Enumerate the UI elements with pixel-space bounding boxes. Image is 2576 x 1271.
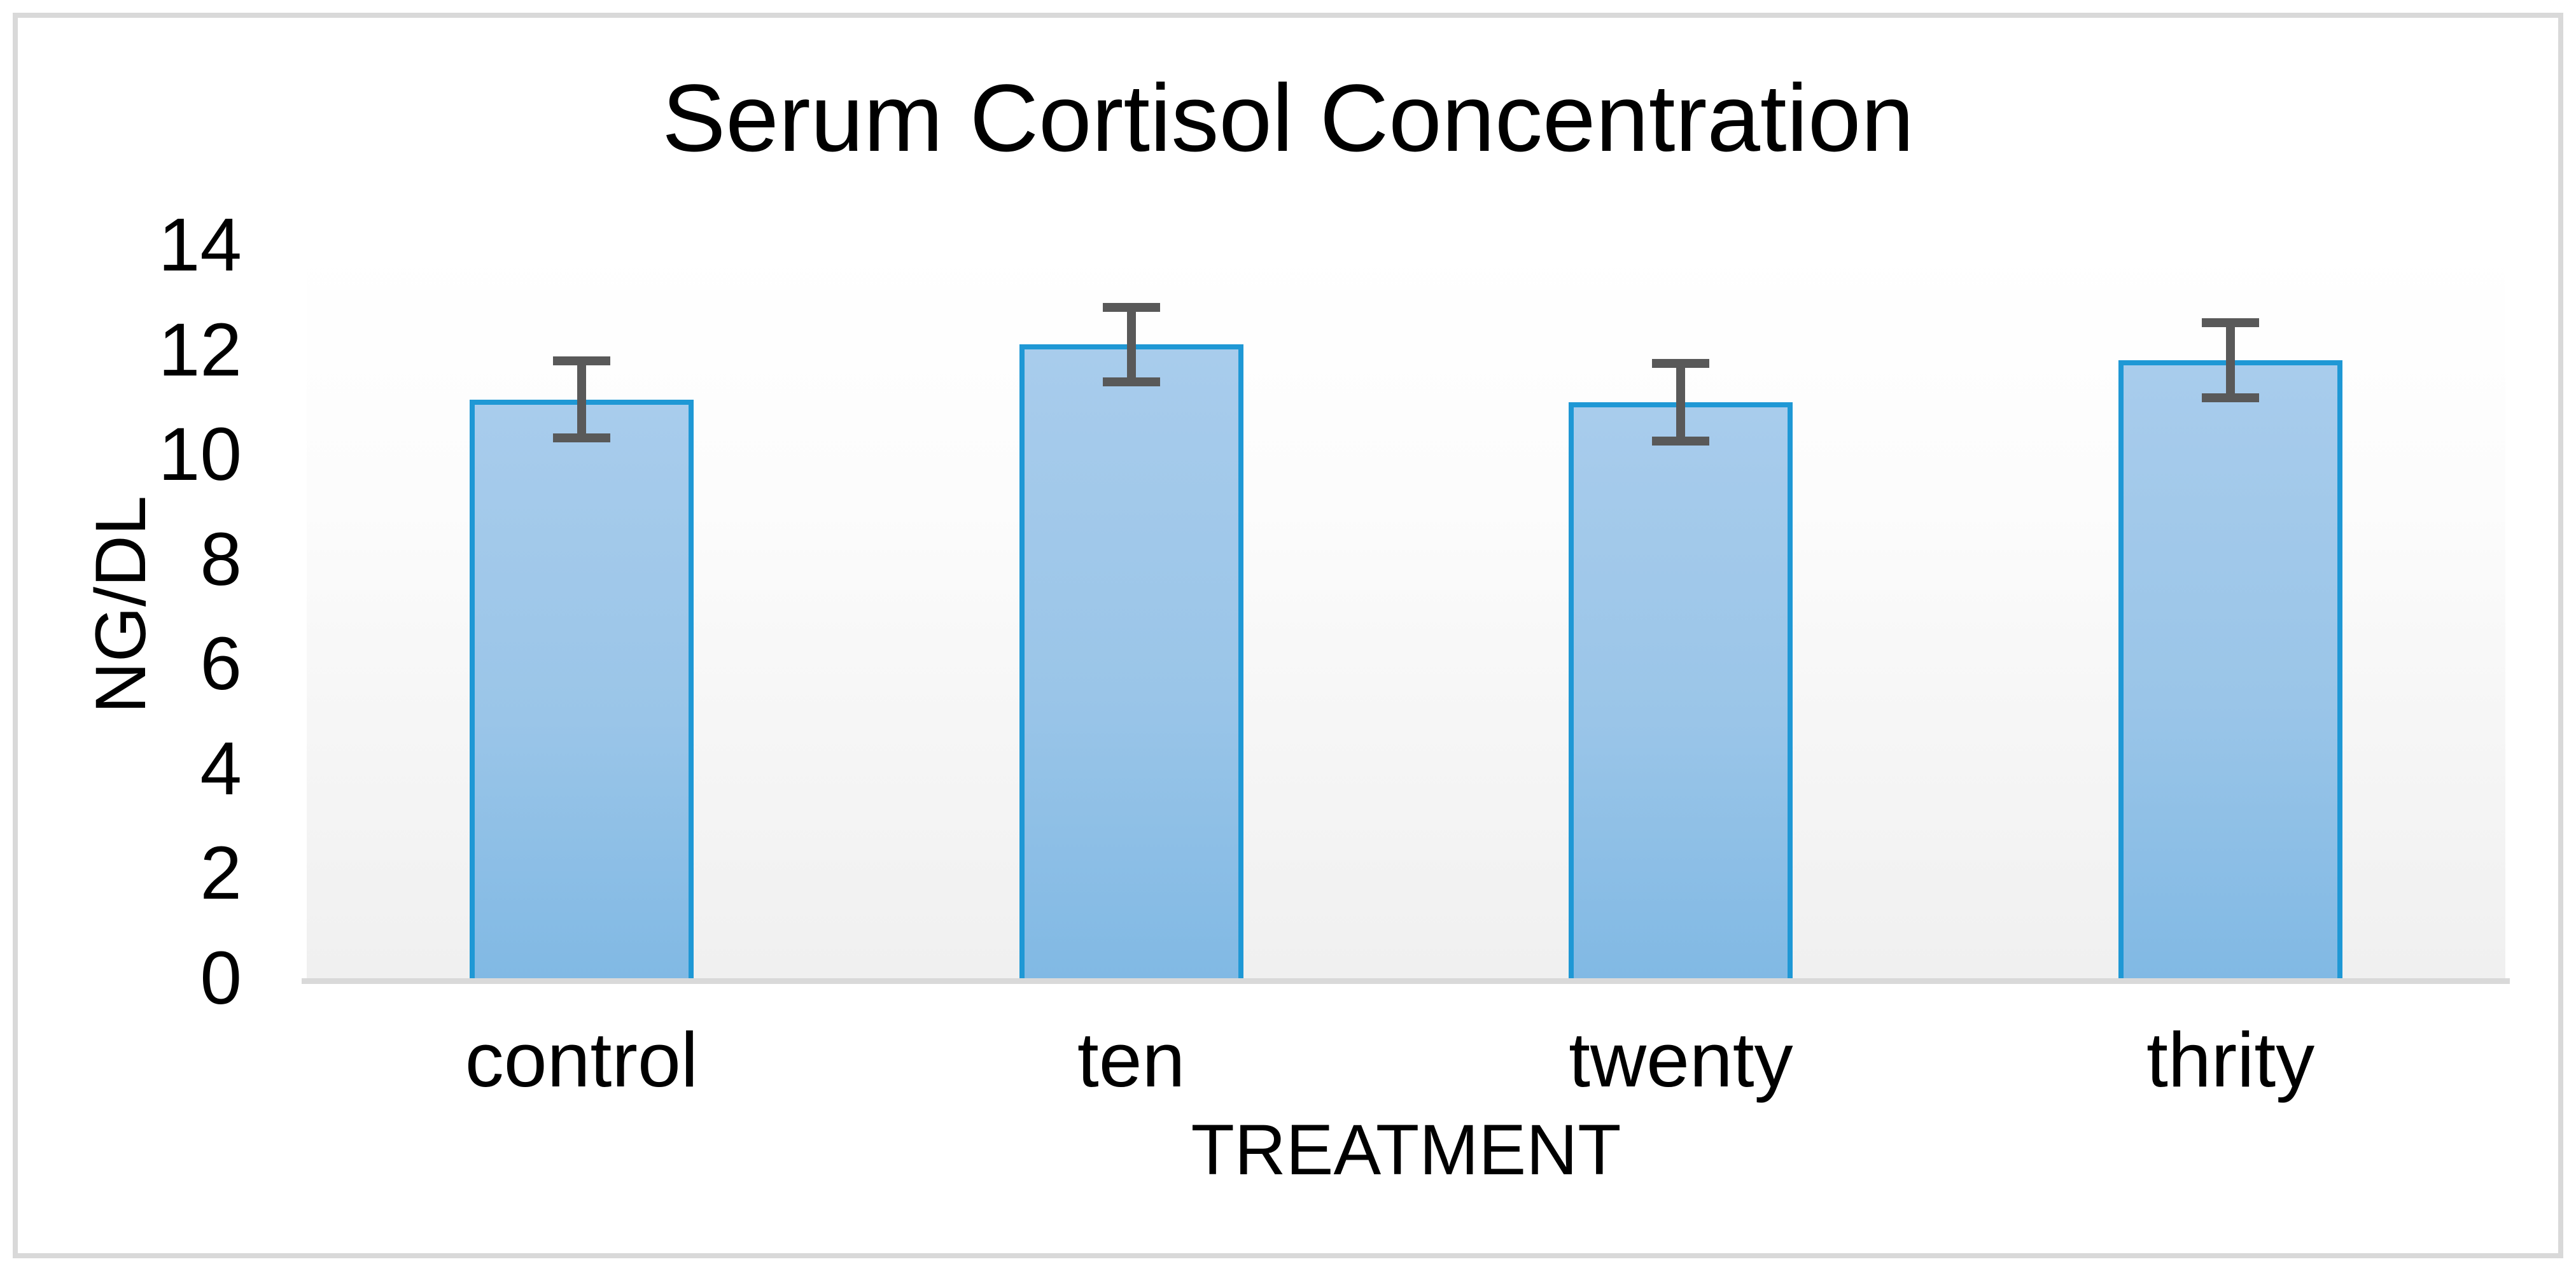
y-axis-tick-label: 10 bbox=[158, 412, 242, 497]
x-axis-category-label-twenty: twenty bbox=[1569, 1016, 1793, 1103]
y-axis-tick-label: 6 bbox=[200, 622, 242, 706]
error-cap-bottom-thrity bbox=[2202, 393, 2260, 402]
y-axis-tick-label: 12 bbox=[158, 307, 242, 392]
y-axis-tick-label: 8 bbox=[200, 517, 242, 601]
error-cap-top-ten bbox=[1102, 302, 1160, 312]
x-axis-line bbox=[302, 978, 2510, 984]
bar-control bbox=[469, 399, 694, 978]
x-axis-category-label-control: control bbox=[465, 1016, 698, 1103]
y-axis-tick-label: 2 bbox=[200, 831, 242, 916]
error-bar-twenty bbox=[1676, 358, 1686, 446]
error-cap-bottom-ten bbox=[1102, 377, 1160, 387]
error-cap-top-twenty bbox=[1652, 358, 1710, 368]
y-axis-tick-label: 14 bbox=[158, 203, 242, 287]
error-bar-ten bbox=[1126, 302, 1136, 387]
error-bar-control bbox=[577, 356, 586, 443]
x-axis-category-label-ten: ten bbox=[1077, 1016, 1186, 1103]
bar-ten bbox=[1019, 344, 1243, 978]
x-axis-title: TREATMENT bbox=[1191, 1110, 1621, 1190]
error-bar-thrity bbox=[2226, 318, 2236, 402]
error-cap-bottom-control bbox=[552, 433, 610, 443]
x-axis-category-label-thrity: thrity bbox=[2146, 1016, 2315, 1103]
error-cap-bottom-twenty bbox=[1652, 437, 1710, 446]
chart-title: Serum Cortisol Concentration bbox=[662, 64, 1914, 171]
y-axis-tick-label: 4 bbox=[200, 726, 242, 811]
error-cap-top-control bbox=[552, 356, 610, 366]
error-cap-top-thrity bbox=[2202, 318, 2260, 328]
bar-twenty bbox=[1569, 402, 1793, 978]
bar-thrity bbox=[2118, 360, 2343, 978]
y-axis-tick-label: 0 bbox=[200, 936, 242, 1020]
